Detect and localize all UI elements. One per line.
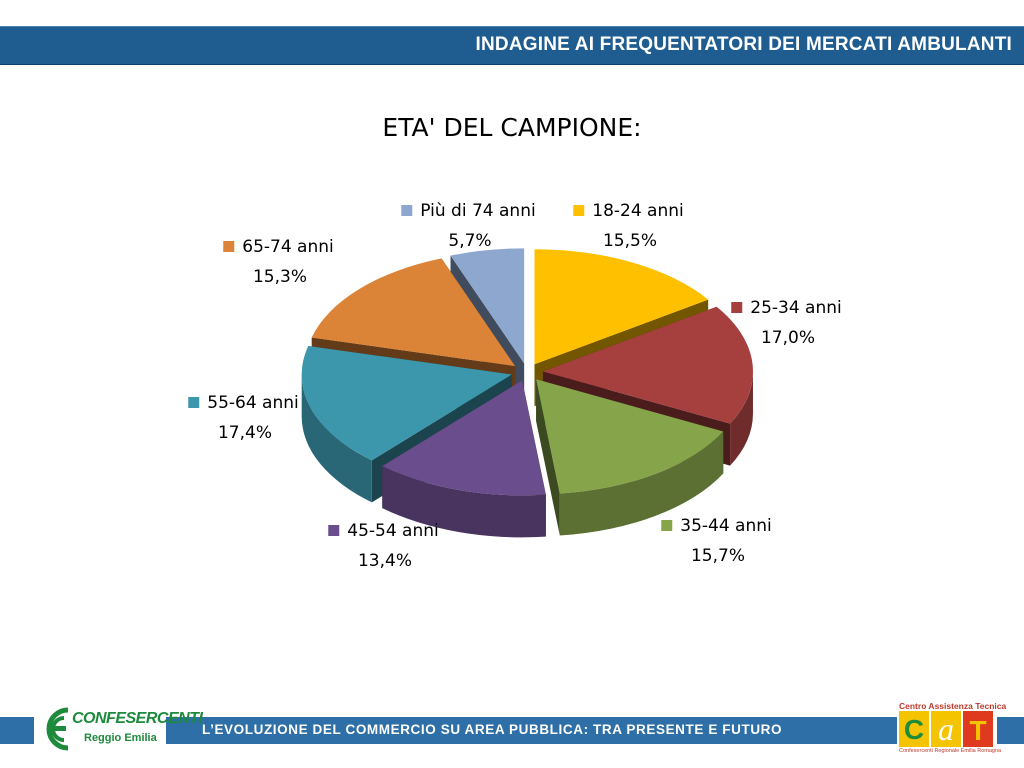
- slice-label-0: 18-24 anni 15,5%: [573, 201, 684, 251]
- chart-title: ETA' DEL CAMPIONE:: [382, 113, 642, 142]
- pie-slice-side-4-0: [301, 374, 372, 503]
- pie-slice-2: [536, 379, 724, 536]
- pie-slice-side-1-0: [730, 371, 753, 466]
- pie-slice-top-6: [450, 248, 525, 364]
- cat-logo-top: Centro Assistenza Tecnica: [899, 701, 1007, 711]
- confesercenti-name: CONFESERCENTI: [72, 710, 203, 727]
- pie-slice-top-2: [536, 379, 724, 494]
- pie-slice-side-2-0: [559, 431, 724, 536]
- slice-label-1: 25-34 anni 17,0%: [731, 298, 842, 348]
- slice-value-label-6: 5,7%: [448, 231, 491, 251]
- slice-label-6: Più di 74 anni 5,7%: [401, 201, 536, 251]
- slice-value-label-1: 17,0%: [761, 328, 815, 348]
- cat-emblem-icon: C a T: [899, 711, 993, 747]
- slice-category-label-3: 45-54 anni: [347, 521, 439, 541]
- svg-text:a: a: [938, 711, 954, 747]
- slice-legend-key-1: [731, 302, 743, 313]
- pie-slice-top-5: [311, 258, 516, 367]
- slice-label-2: 35-44 anni 15,7%: [661, 516, 772, 566]
- slice-value-label-2: 15,7%: [691, 546, 745, 566]
- slice-value-label-0: 15,5%: [603, 231, 657, 251]
- svg-text:C: C: [904, 714, 924, 745]
- svg-text:T: T: [969, 715, 986, 746]
- slice-label-4: 55-64 anni 17,4%: [188, 393, 299, 443]
- slice-legend-key-3: [328, 525, 340, 536]
- cat-logo-bottom: Confesercenti Regionale Emilia Romagna: [899, 748, 1002, 754]
- slice-label-3: 45-54 anni 13,4%: [328, 521, 439, 571]
- confesercenti-emblem-icon: [46, 707, 69, 751]
- slice-category-label-2: 35-44 anni: [680, 516, 772, 536]
- slice-category-label-6: Più di 74 anni: [420, 201, 535, 221]
- cat-logo: Centro Assistenza Tecnica C a T Confeser…: [897, 700, 1006, 760]
- slice-legend-key-4: [188, 397, 200, 408]
- pie-slice-side-3-0: [382, 466, 546, 538]
- pie-slice-wall-2-1: [536, 379, 560, 536]
- slice-value-label-3: 13,4%: [358, 551, 412, 571]
- slice-legend-key-6: [401, 205, 413, 216]
- header-title: INDAGINE AI FREQUENTATORI DEI MERCATI AM…: [475, 34, 1012, 55]
- pie-slice-top-0: [534, 249, 709, 365]
- footer-text: L’EVOLUZIONE DEL COMMERCIO SU AREA PUBBL…: [202, 722, 783, 737]
- pie-slice-3: [382, 380, 546, 538]
- pie-slice-top-4: [301, 345, 512, 461]
- slice-legend-key-0: [573, 205, 585, 216]
- slice-legend-key-2: [661, 520, 673, 531]
- slice-category-label-5: 65-74 anni: [242, 237, 334, 257]
- slice-category-label-0: 18-24 anni: [592, 201, 684, 221]
- slice-label-5: 65-74 anni 15,3%: [223, 237, 334, 287]
- header-band: INDAGINE AI FREQUENTATORI DEI MERCATI AM…: [0, 26, 1024, 65]
- confesercenti-sub: Reggio Emilia: [84, 732, 157, 744]
- footer-band: L’EVOLUZIONE DEL COMMERCIO SU AREA PUBBL…: [0, 717, 1024, 744]
- pie-slice-top-3: [382, 380, 546, 496]
- slice-category-label-1: 25-34 anni: [750, 298, 842, 318]
- slice-value-label-5: 15,3%: [253, 267, 307, 287]
- slice-value-label-4: 17,4%: [218, 423, 272, 443]
- pie-slice-top-1: [542, 306, 753, 424]
- slice-category-label-4: 55-64 anni: [207, 393, 299, 413]
- slice-legend-key-5: [223, 241, 235, 252]
- confesercenti-logo: CONFESERCENTI Reggio Emilia: [34, 702, 203, 756]
- pie-chart: 18-24 anni 15,5% 25-34 anni 17,0% 35-44 anni…: [188, 201, 842, 571]
